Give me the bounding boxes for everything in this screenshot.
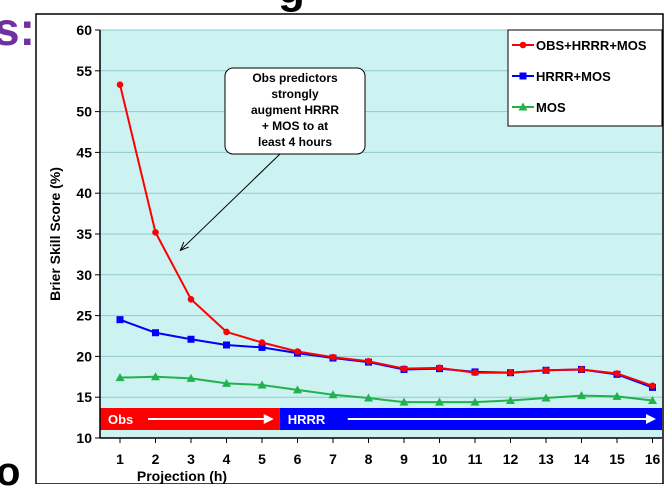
y-tick-label-25: 25 — [76, 308, 92, 324]
legend-label-hrrr-mos: HRRR+MOS — [536, 69, 611, 84]
point-obs-hrrr-mos-7 — [329, 353, 337, 361]
series-mos — [115, 372, 657, 406]
band-label-hrrr: HRRR — [288, 412, 326, 427]
point-obs-hrrr-mos-4 — [223, 328, 230, 336]
series-line-obs-hrrr-mos — [119, 84, 653, 387]
legend-label-mos: MOS — [536, 100, 566, 115]
point-mos-8 — [364, 393, 373, 402]
point-obs-hrrr-mos-13 — [542, 366, 550, 374]
y-tick-label-15: 15 — [76, 389, 92, 405]
series-obs-hrrr-mos — [116, 81, 656, 390]
x-tick-label-1: 1 — [116, 451, 124, 467]
point-obs-hrrr-mos-2 — [152, 229, 159, 236]
point-mos-1 — [115, 373, 125, 382]
slide-text-fragment-top: g — [278, 0, 305, 14]
period-bands: Obs HRRR — [100, 408, 662, 430]
series-layer — [115, 81, 657, 406]
legend-marker-hrrr-mos — [519, 72, 527, 80]
x-tick-label-12: 12 — [503, 451, 519, 467]
band-arrow-head-1 — [646, 414, 656, 424]
y-tick-label-35: 35 — [76, 226, 92, 242]
point-obs-hrrr-mos-10 — [436, 364, 443, 372]
point-obs-hrrr-mos-3 — [187, 295, 195, 303]
annotation-line-2: strongly — [271, 87, 319, 101]
x-tick-label-4: 4 — [223, 451, 231, 467]
y-tick-label-10: 10 — [76, 430, 92, 446]
slide-text-fragment-bottom: o — [0, 450, 21, 494]
x-tick-label-13: 13 — [538, 451, 554, 467]
y-tick-label-20: 20 — [76, 348, 92, 364]
annotation-arrow-head — [179, 241, 189, 252]
x-tick-label-9: 9 — [400, 451, 408, 467]
point-mos-11 — [470, 397, 480, 406]
y-tick-label-30: 30 — [76, 267, 92, 283]
x-tick-label-16: 16 — [645, 451, 661, 467]
point-mos-3 — [186, 373, 196, 382]
x-tick-label-10: 10 — [432, 451, 448, 467]
annotation-line-1: Obs predictors — [252, 71, 338, 85]
point-mos-7 — [328, 390, 338, 399]
point-mos-12 — [506, 395, 515, 404]
point-mos-15 — [612, 391, 622, 400]
x-tick-label-11: 11 — [468, 451, 483, 467]
x-tick-label-6: 6 — [294, 451, 302, 467]
point-hrrr-mos-2 — [152, 329, 159, 337]
annotation-box — [224, 67, 366, 155]
annotation-arrow-line — [180, 153, 281, 251]
y-tick-label-55: 55 — [76, 63, 92, 79]
annotation-line-5: least 4 hours — [258, 135, 332, 149]
point-hrrr-mos-5 — [258, 343, 266, 351]
x-tick-label-15: 15 — [609, 451, 625, 467]
annotation-line-4: + MOS to at — [262, 119, 328, 133]
point-obs-hrrr-mos-5 — [258, 339, 266, 346]
y-tick-label-40: 40 — [76, 185, 92, 201]
point-mos-14 — [577, 391, 586, 400]
band-arrow-head-0 — [263, 414, 274, 424]
point-mos-9 — [399, 397, 409, 406]
point-obs-hrrr-mos-14 — [578, 366, 585, 373]
slide-text-fragment-colon: s: — [0, 3, 35, 55]
point-mos-10 — [435, 397, 444, 406]
point-hrrr-mos-3 — [187, 335, 195, 343]
x-tick-label-2: 2 — [152, 451, 160, 467]
point-obs-hrrr-mos-1 — [116, 81, 124, 88]
y-tick-label-45: 45 — [76, 144, 92, 160]
legend-marker-obs-hrrr-mos — [519, 41, 527, 49]
point-mos-5 — [257, 380, 267, 389]
point-hrrr-mos-1 — [116, 316, 124, 324]
y-axis-title: Brier Skill Score (%) — [47, 167, 63, 301]
legend-marker-mos — [518, 102, 528, 111]
annotation-line-3: augment HRRR — [251, 103, 339, 117]
band-label-obs: Obs — [108, 412, 133, 427]
point-obs-hrrr-mos-9 — [400, 365, 408, 372]
point-mos-13 — [541, 393, 551, 402]
point-mos-2 — [151, 372, 160, 381]
annotation: Obs predictors strongly augment HRRR + MOS … — [179, 67, 366, 252]
point-obs-hrrr-mos-6 — [294, 348, 301, 355]
point-mos-16 — [648, 395, 657, 404]
series-line-mos — [119, 375, 653, 404]
point-obs-hrrr-mos-16 — [649, 382, 656, 390]
point-obs-hrrr-mos-15 — [613, 370, 621, 377]
point-mos-6 — [293, 385, 302, 394]
y-tick-label-60: 60 — [76, 22, 92, 38]
x-tick-label-3: 3 — [187, 451, 195, 467]
point-mos-4 — [222, 378, 231, 387]
x-tick-label-5: 5 — [258, 451, 266, 467]
y-tick-label-50: 50 — [76, 104, 92, 120]
x-tick-label-8: 8 — [365, 451, 373, 467]
point-obs-hrrr-mos-8 — [365, 357, 372, 365]
point-obs-hrrr-mos-11 — [471, 369, 479, 377]
legend-label-obs-hrrr-mos: OBS+HRRR+MOS — [536, 38, 647, 53]
x-tick-label-7: 7 — [329, 451, 337, 467]
x-axis-title: Projection (h) — [137, 468, 227, 484]
point-obs-hrrr-mos-12 — [507, 369, 514, 377]
point-hrrr-mos-4 — [223, 341, 230, 349]
legend: OBS+HRRR+MOS HRRR+MOS MOS — [507, 29, 663, 127]
x-tick-label-14: 14 — [574, 451, 590, 467]
